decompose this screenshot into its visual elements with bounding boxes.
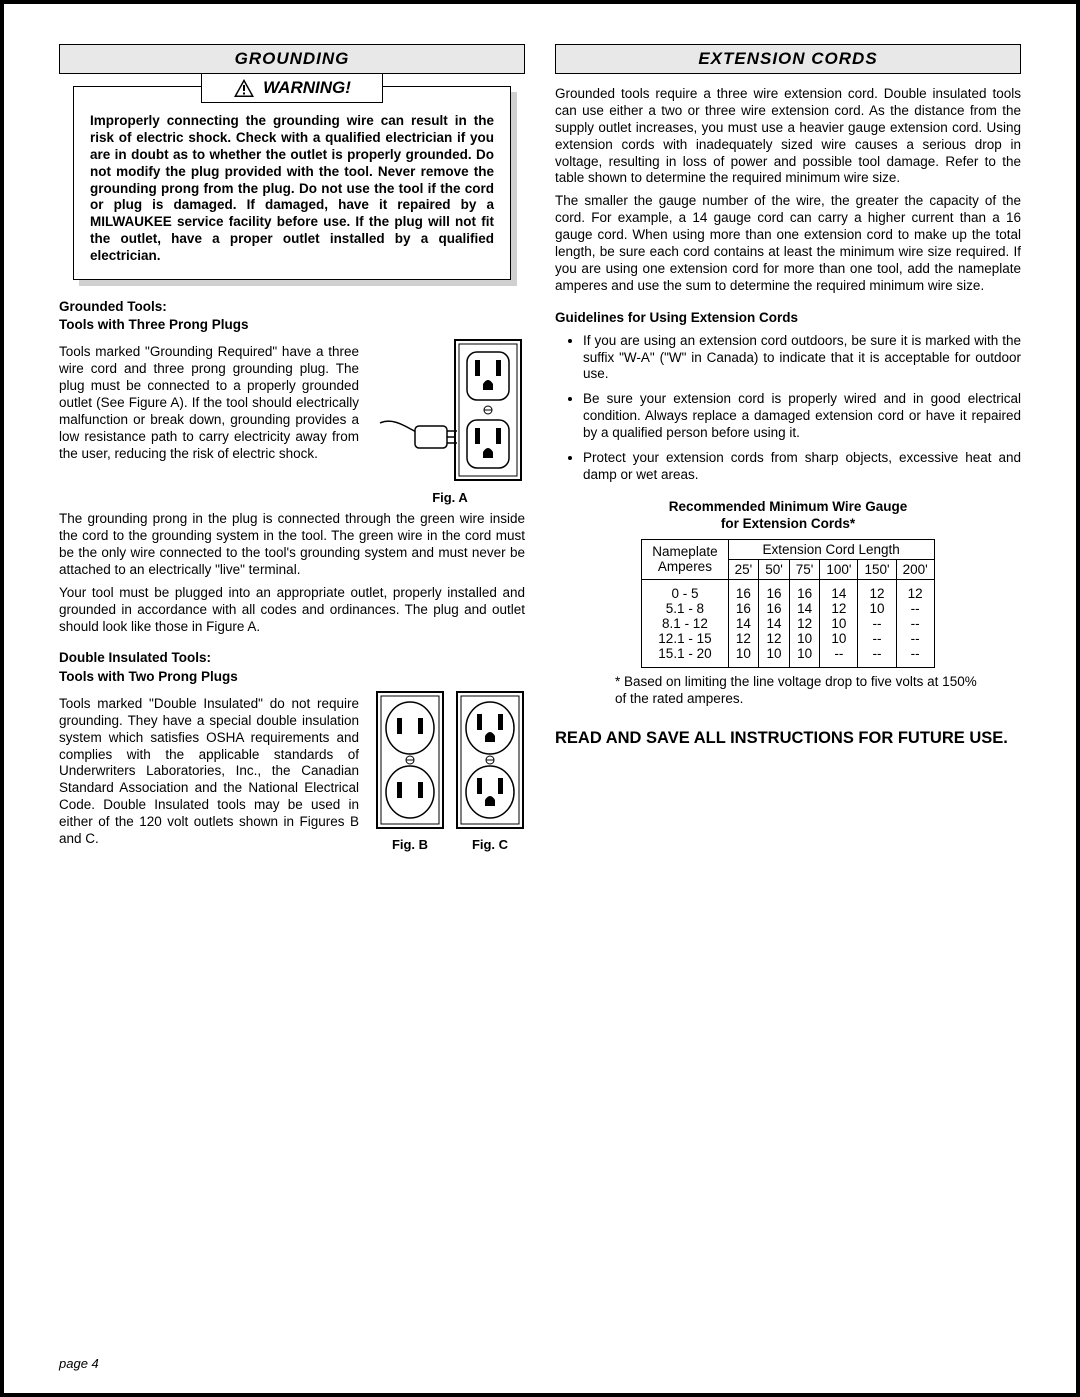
gauge-cell: 1614121010 [789, 579, 820, 667]
guideline-3: Protect your extension cords from sharp … [583, 450, 1021, 484]
grounded-tools-subhead: Grounded Tools: Tools with Three Prong P… [59, 298, 525, 334]
warning-box: WARNING! Improperly connecting the groun… [73, 86, 511, 280]
double-insulated-p: Tools marked "Double Insulated" do not r… [59, 696, 359, 848]
outlet-b-icon [375, 690, 445, 830]
th-cord-length: Extension Cord Length [728, 539, 934, 559]
guideline-1: If you are using an extension cord outdo… [583, 333, 1021, 384]
extension-cords-header: EXTENSION CORDS [555, 44, 1021, 74]
ext-p1: Grounded tools require a three wire exte… [555, 86, 1021, 187]
ext-p2: The smaller the gauge number of the wire… [555, 193, 1021, 294]
table-title-line2: for Extension Cords* [721, 516, 855, 531]
gauge-cell: 12-------- [896, 579, 934, 667]
subhead2-line2: Tools with Two Prong Plugs [59, 669, 238, 684]
wire-gauge-table-title: Recommended Minimum Wire Gauge for Exten… [555, 498, 1021, 533]
grounded-tools-p2: The grounding prong in the plug is conne… [59, 511, 525, 579]
len-200: 200' [896, 559, 934, 579]
gauge-cell: 1616141210 [728, 579, 759, 667]
grounding-header: GROUNDING [59, 44, 525, 74]
len-25: 25' [728, 559, 759, 579]
subhead-line2: Tools with Three Prong Plugs [59, 317, 249, 332]
fig-c-label: Fig. C [455, 837, 525, 852]
table-footnote: * Based on limiting the line voltage dro… [615, 674, 981, 708]
manual-page: GROUNDING WARNING! Improperly connecting… [0, 0, 1080, 1397]
gauge-cell: 1616141210 [759, 579, 790, 667]
fig-b-label: Fig. B [375, 837, 445, 852]
page-number: page 4 [59, 1356, 99, 1371]
right-column: EXTENSION CORDS Grounded tools require a… [555, 44, 1021, 854]
len-100: 100' [820, 559, 858, 579]
two-column-layout: GROUNDING WARNING! Improperly connecting… [59, 44, 1021, 854]
len-150: 150' [858, 559, 896, 579]
double-insulated-subhead: Double Insulated Tools: Tools with Two P… [59, 649, 525, 685]
grounded-tools-p1: Tools marked "Grounding Required" have a… [59, 344, 359, 462]
gauge-cell: 14121010-- [820, 579, 858, 667]
fig-bc-row: Tools marked "Double Insulated" do not r… [59, 690, 525, 854]
gauge-cell: 1210------ [858, 579, 896, 667]
outlet-plug-icon [375, 338, 525, 483]
final-instruction: READ AND SAVE ALL INSTRUCTIONS FOR FUTUR… [555, 728, 1021, 749]
warning-body-text: Improperly connecting the grounding wire… [90, 113, 494, 265]
wire-gauge-table: Nameplate Amperes Extension Cord Length … [641, 539, 934, 668]
guidelines-subhead: Guidelines for Using Extension Cords [555, 309, 1021, 327]
warning-header: WARNING! [201, 73, 383, 103]
subhead2-line1: Double Insulated Tools: [59, 650, 211, 665]
grounded-tools-p3: Your tool must be plugged into an approp… [59, 585, 525, 636]
fig-a-row: Tools marked "Grounding Required" have a… [59, 338, 525, 505]
figures-b-c: Fig. B [375, 690, 525, 852]
guidelines-list: If you are using an extension cord outdo… [555, 333, 1021, 484]
fig-a-label: Fig. A [375, 490, 525, 505]
amp-range-cell: 0 - 55.1 - 88.1 - 1212.1 - 1515.1 - 20 [642, 579, 728, 667]
figure-a: Fig. A [375, 338, 525, 505]
left-column: GROUNDING WARNING! Improperly connecting… [59, 44, 525, 854]
warning-icon [233, 78, 255, 98]
outlet-c-icon [455, 690, 525, 830]
th-nameplate: Nameplate Amperes [642, 539, 728, 579]
subhead-line1: Grounded Tools: [59, 299, 167, 314]
len-75: 75' [789, 559, 820, 579]
len-50: 50' [759, 559, 790, 579]
guideline-2: Be sure your extension cord is properly … [583, 391, 1021, 442]
warning-label: WARNING! [263, 78, 351, 98]
table-title-line1: Recommended Minimum Wire Gauge [669, 499, 907, 514]
